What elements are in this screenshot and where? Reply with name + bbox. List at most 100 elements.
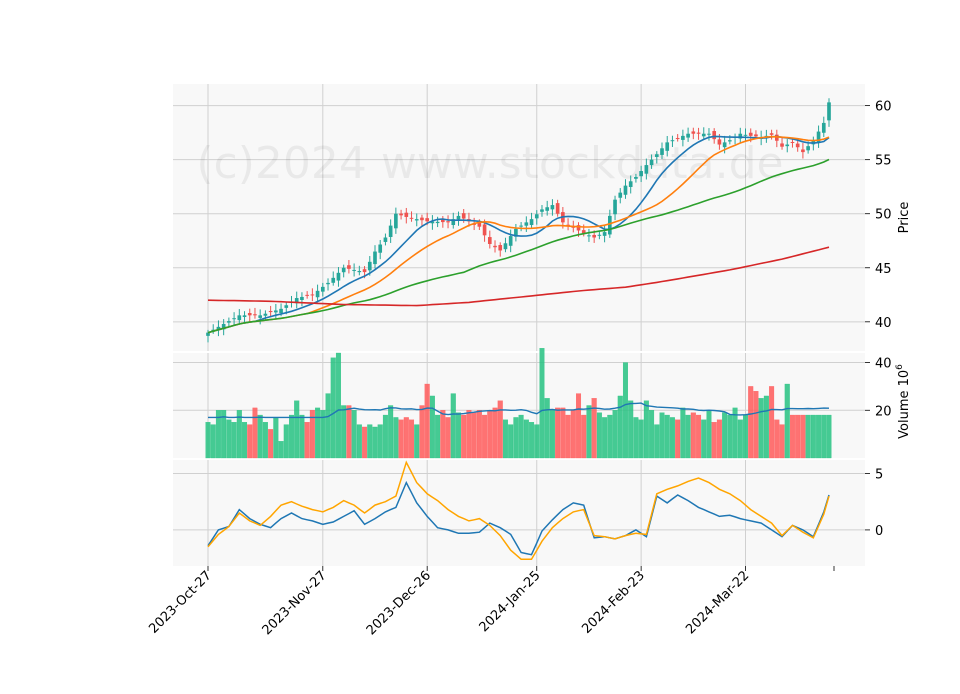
candle-body xyxy=(206,332,210,336)
volume-bar xyxy=(633,417,639,459)
volume-bar xyxy=(455,412,461,459)
candle-body xyxy=(707,133,711,135)
candle-body xyxy=(294,298,299,304)
volume-bar xyxy=(377,424,383,459)
volume-bar xyxy=(779,424,785,459)
volume-bar xyxy=(273,417,279,459)
oscillator-line-2 xyxy=(207,460,830,560)
volume-bar xyxy=(826,414,832,459)
candle-body xyxy=(300,296,304,301)
volume-bar xyxy=(810,414,816,459)
volume-bar xyxy=(210,424,216,459)
volume-bar xyxy=(805,414,811,459)
price-axis-label: Price xyxy=(897,202,912,234)
candle-body xyxy=(587,235,591,237)
volume-bar xyxy=(560,407,566,459)
volume-bar xyxy=(497,400,503,459)
volume-bar xyxy=(800,414,806,459)
candle-body xyxy=(357,271,362,273)
volume-bar xyxy=(649,410,655,459)
candle-body xyxy=(367,261,372,271)
volume-bar xyxy=(549,410,555,459)
volume-bar xyxy=(461,414,467,459)
candle-body xyxy=(555,203,560,214)
sma-200-line xyxy=(207,246,830,307)
x-tick-label: 2023-Nov-27 xyxy=(260,568,330,638)
volume-bar xyxy=(508,424,514,459)
volume-bar xyxy=(617,395,623,459)
volume-bar xyxy=(231,422,237,459)
candle-body xyxy=(681,135,685,140)
volume-bar xyxy=(341,405,347,459)
candle-body xyxy=(326,282,330,285)
volume-bar xyxy=(716,419,722,459)
candle-body xyxy=(404,212,409,217)
volume-bar xyxy=(680,407,686,459)
volume-bar xyxy=(346,405,352,459)
volume-bar xyxy=(221,410,227,459)
volume-bar xyxy=(356,424,362,459)
volume-bar xyxy=(435,414,441,459)
candle-body xyxy=(660,148,664,155)
volume-bar xyxy=(226,419,232,459)
candle-body xyxy=(686,133,690,138)
candle-body xyxy=(639,171,643,177)
oscillator-tick-label: 0 xyxy=(875,524,883,539)
candle-body xyxy=(816,131,821,143)
candle-body xyxy=(701,133,706,137)
price-panel-background xyxy=(173,84,865,351)
price-tick-label: 60 xyxy=(875,100,892,115)
volume-bar xyxy=(816,414,822,459)
volume-bar xyxy=(388,405,394,459)
volume-bar xyxy=(518,414,524,459)
candle-body xyxy=(748,132,753,136)
candle-body xyxy=(477,222,482,227)
candle-body xyxy=(258,315,263,318)
price-tick-label: 45 xyxy=(875,262,892,277)
candle-body xyxy=(540,209,544,212)
volume-bar xyxy=(534,424,540,459)
candle-body xyxy=(801,149,805,153)
volume-bar xyxy=(769,386,775,459)
volume-bar xyxy=(586,405,592,459)
volume-bar xyxy=(294,400,300,459)
volume-bar xyxy=(628,400,634,459)
candle-body xyxy=(696,132,701,134)
candle-body xyxy=(576,225,581,231)
candle-body xyxy=(821,122,826,133)
volume-bar xyxy=(367,424,373,459)
volume-bar xyxy=(701,419,707,459)
volume-bar xyxy=(382,414,388,459)
volume-bar xyxy=(247,424,253,459)
candle-body xyxy=(728,140,732,142)
candle-body xyxy=(529,219,534,226)
candle-body xyxy=(383,237,388,242)
candle-body xyxy=(482,224,487,236)
volume-bar xyxy=(675,419,681,459)
volume-bar xyxy=(659,412,665,459)
x-tick-label: 2024-Feb-23 xyxy=(579,568,648,637)
volume-bar xyxy=(612,410,618,459)
volume-bar xyxy=(753,391,759,459)
candle-body xyxy=(221,323,226,330)
candle-body xyxy=(717,139,722,145)
candle-body xyxy=(524,222,529,226)
candle-body xyxy=(654,154,659,157)
candle-body xyxy=(712,131,717,140)
volume-bar xyxy=(398,419,404,459)
volume-bar xyxy=(205,422,211,459)
volume-bar xyxy=(492,407,498,459)
volume-bar xyxy=(268,429,274,459)
candle-body xyxy=(362,269,367,273)
volume-axis-exponent: 6 xyxy=(895,364,905,370)
candle-body xyxy=(827,102,831,121)
volume-bar xyxy=(596,412,602,459)
candle-body xyxy=(519,225,523,227)
volume-bar xyxy=(283,424,289,459)
candle-body xyxy=(670,140,675,142)
volume-bar xyxy=(774,419,780,459)
candle-body xyxy=(216,326,221,331)
candle-body xyxy=(581,230,586,234)
oscillator-tick-label: 5 xyxy=(875,468,883,483)
candle-body xyxy=(613,199,617,215)
